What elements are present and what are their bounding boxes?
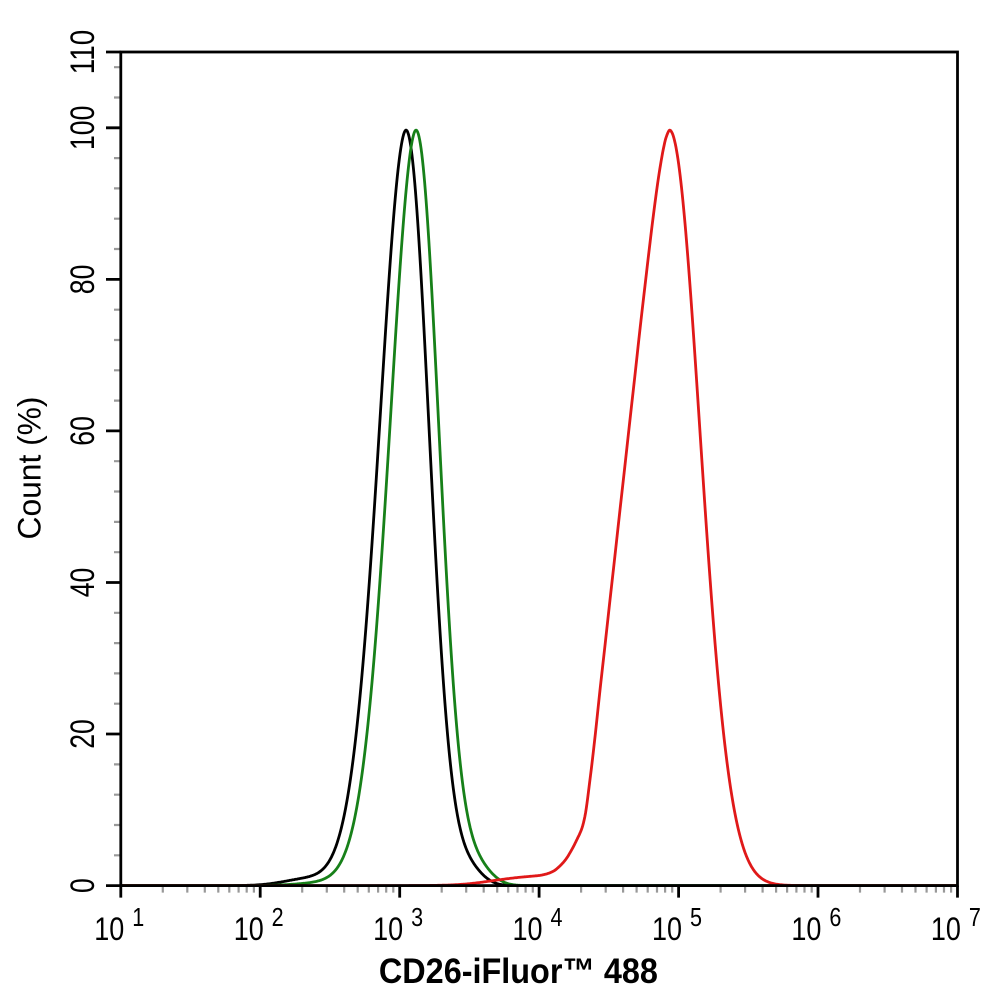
- svg-text:10: 10: [234, 911, 264, 947]
- svg-text:10: 10: [652, 911, 682, 947]
- svg-text:100: 100: [64, 106, 102, 150]
- svg-text:40: 40: [64, 568, 102, 598]
- svg-text:10: 10: [791, 911, 821, 947]
- svg-text:5: 5: [690, 904, 702, 932]
- svg-text:3: 3: [411, 904, 423, 932]
- svg-text:10: 10: [373, 911, 403, 947]
- svg-text:4: 4: [551, 904, 563, 932]
- svg-text:10: 10: [931, 911, 961, 947]
- svg-text:0: 0: [64, 878, 102, 893]
- svg-text:2: 2: [272, 904, 284, 932]
- svg-text:CD26-iFluor™ 488: CD26-iFluor™ 488: [379, 951, 658, 991]
- svg-text:110: 110: [64, 30, 102, 74]
- svg-text:1: 1: [132, 904, 144, 932]
- svg-text:Count (%): Count (%): [12, 397, 48, 540]
- svg-text:7: 7: [969, 904, 981, 932]
- svg-text:10: 10: [94, 911, 124, 947]
- svg-text:20: 20: [64, 719, 102, 749]
- svg-text:6: 6: [829, 904, 841, 932]
- svg-text:80: 80: [64, 265, 102, 295]
- svg-text:60: 60: [64, 416, 102, 446]
- svg-text:10: 10: [513, 911, 543, 947]
